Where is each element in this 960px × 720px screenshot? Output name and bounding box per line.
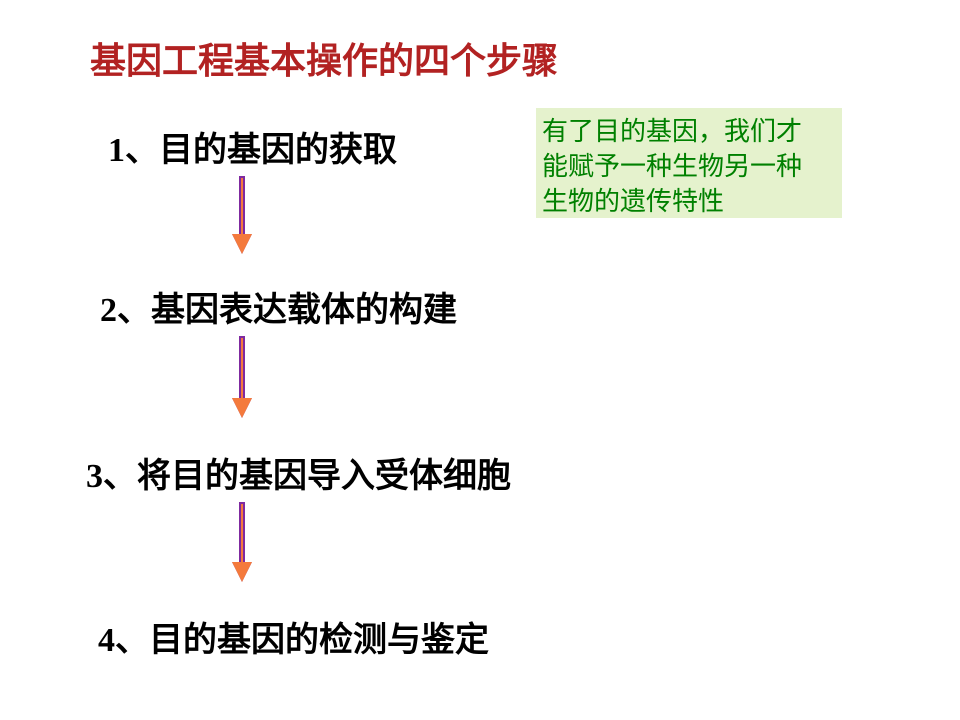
arrow-head-icon <box>232 398 252 418</box>
page-title: 基因工程基本操作的四个步骤 <box>90 32 558 84</box>
callout-note: 有了目的基因，我们才 能赋予一种生物另一种 生物的遗传特性 <box>536 108 842 218</box>
arrow-1 <box>230 176 254 254</box>
arrow-3 <box>230 502 254 582</box>
arrow-2 <box>230 336 254 418</box>
arrow-shaft-icon <box>239 502 245 562</box>
step-1: 1、目的基因的获取 <box>108 122 397 171</box>
arrow-head-icon <box>232 562 252 582</box>
step-3: 3、将目的基因导入受体细胞 <box>86 448 511 497</box>
arrow-head-icon <box>232 234 252 254</box>
step-4: 4、目的基因的检测与鉴定 <box>98 612 489 661</box>
arrow-shaft-icon <box>239 336 245 398</box>
arrow-shaft-icon <box>239 176 245 234</box>
step-2: 2、基因表达载体的构建 <box>100 282 457 331</box>
